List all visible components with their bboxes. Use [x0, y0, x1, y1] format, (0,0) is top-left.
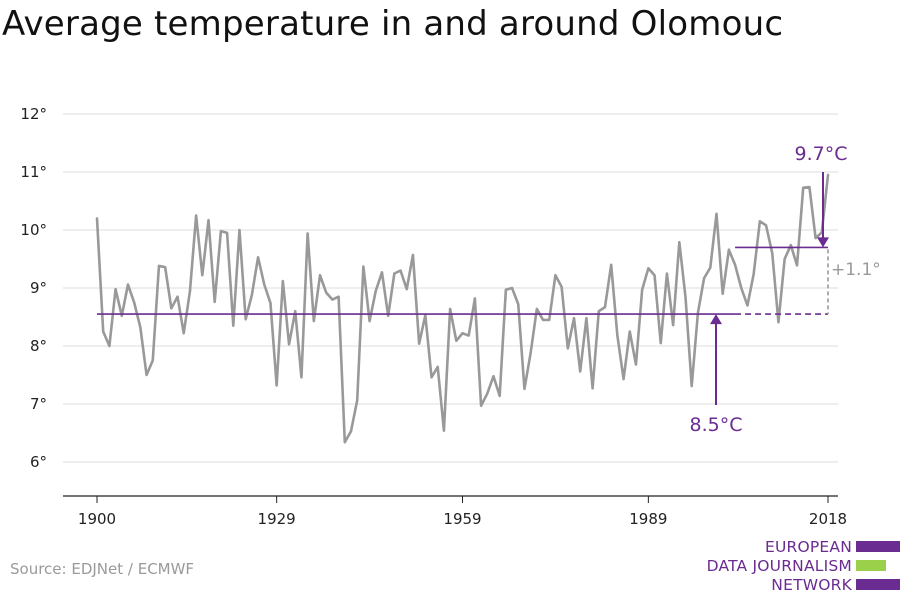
- annotation-label-9-7: 9.7°C: [795, 143, 848, 165]
- difference-label: +1.1°: [831, 260, 881, 280]
- x-axis: 1900 1929 1959 1989 2018: [63, 495, 847, 528]
- source-note: Source: EDJNet / ECMWF: [10, 560, 195, 578]
- arrow-top-head: [817, 237, 829, 248]
- logo-line-data-journalism: DATA JOURNALISM: [706, 557, 852, 575]
- y-tick-label-6: 6°: [30, 453, 47, 471]
- y-tick-label-9: 9°: [30, 279, 47, 297]
- y-tick-label-7: 7°: [30, 395, 47, 413]
- annotation-label-8-5: 8.5°C: [690, 414, 743, 436]
- x-tick-label-1900: 1900: [78, 510, 116, 528]
- y-tick-label-10: 10°: [20, 221, 47, 239]
- grid-lines: [63, 113, 838, 463]
- temperature-series-line: [95, 173, 830, 444]
- logo-line-european: EUROPEAN: [764, 538, 852, 556]
- logo-line-network: NETWORK: [771, 576, 852, 594]
- y-tick-label-11: 11°: [20, 163, 47, 181]
- x-tick-label-2018: 2018: [809, 510, 847, 528]
- annotations-layer: +1.1° 9.7°C 8.5°C: [97, 143, 881, 436]
- edjnet-logo[interactable]: EUROPEAN DATA JOURNALISM NETWORK: [700, 538, 900, 598]
- x-tick-label-1989: 1989: [629, 510, 667, 528]
- series-layer: [95, 173, 830, 444]
- y-tick-labels: 6° 7° 8° 9° 10° 11° 12°: [20, 105, 47, 471]
- logo-bar-purple-bottom: [856, 579, 900, 590]
- arrow-bottom-head: [710, 314, 722, 325]
- x-tick-label-1929: 1929: [258, 510, 296, 528]
- y-tick-label-12: 12°: [20, 105, 47, 123]
- logo-bar-green: [856, 560, 886, 571]
- chart-title: Average temperature in and around Olomou…: [2, 4, 784, 44]
- y-tick-label-8: 8°: [30, 337, 47, 355]
- logo-bar-purple-top: [856, 541, 900, 552]
- x-tick-label-1959: 1959: [443, 510, 481, 528]
